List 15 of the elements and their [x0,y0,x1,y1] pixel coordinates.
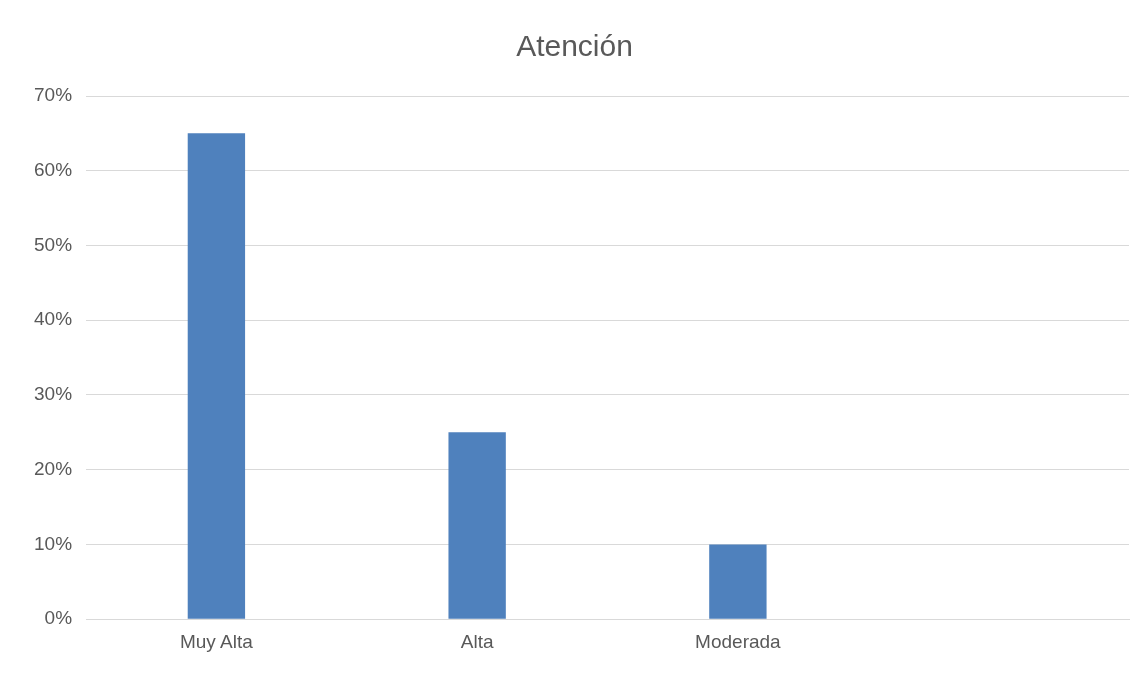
y-tick-label: 0% [44,607,73,629]
y-tick-label: 50% [34,233,73,255]
y-tick-label: 40% [34,308,73,330]
bar [187,133,246,619]
bar [709,544,767,619]
bar [448,432,506,619]
x-tick-label: Moderada [695,630,782,652]
y-tick-label: 10% [34,532,73,554]
x-tick-label: Alta [460,630,494,652]
y-tick-label: 20% [34,457,73,479]
y-tick-label: 70% [34,84,73,106]
y-tick-label: 30% [34,383,73,405]
x-tick-label: Muy Alta [179,630,254,652]
chart-title: Atención [516,29,633,63]
y-tick-label: 60% [34,158,73,180]
